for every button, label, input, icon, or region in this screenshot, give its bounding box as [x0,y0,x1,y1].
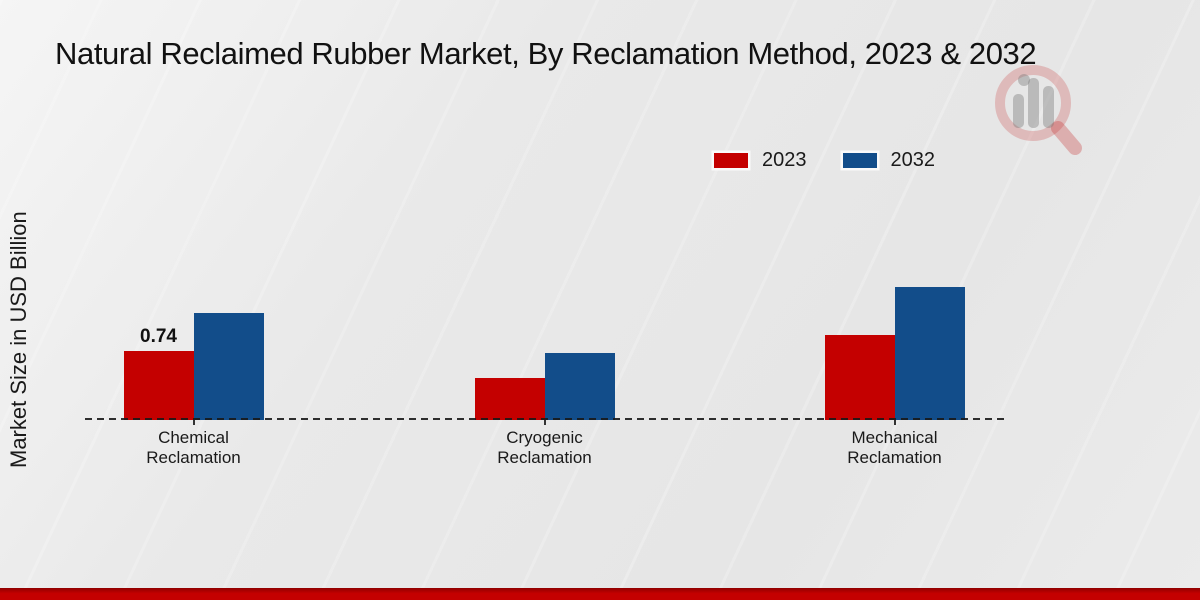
magnifier-bar-chart-logo-icon [995,65,1082,155]
bar-group-mechanical-reclamation [824,287,965,420]
bar-2023-cryogenic-reclamation [474,378,545,420]
bar-group-chemical-reclamation: 0.74 [123,313,264,420]
legend-label: 2023 [762,149,807,171]
category-label-chemical-reclamation: Chemical Reclamation [146,428,241,467]
category-label-cryogenic-reclamation: Cryogenic Reclamation [497,428,592,467]
legend-item-2023: 2023 [714,149,807,172]
bar-2023-mechanical-reclamation [824,335,895,420]
bar-2032-chemical-reclamation [193,313,264,420]
legend-swatch-2032 [842,153,877,168]
bar-group-cryogenic-reclamation [474,353,615,420]
chart-title: Natural Reclaimed Rubber Market, By Recl… [55,36,1037,71]
legend-swatch-2023 [714,153,748,168]
bottom-accent-strip [0,588,1200,600]
x-axis-tick-cryogenic-reclamation [543,420,546,425]
x-axis-tick-chemical-reclamation [192,420,195,425]
bar-2032-cryogenic-reclamation [544,353,615,420]
x-axis-tick-mechanical-reclamation [893,420,896,425]
legend: 2023 2032 [714,149,935,172]
legend-label: 2032 [890,149,936,171]
category-label-mechanical-reclamation: Mechanical Reclamation [847,428,942,467]
legend-item-2032: 2032 [842,149,936,172]
x-axis-baseline [85,418,1007,420]
bar-2032-mechanical-reclamation [894,287,965,420]
bar-2023-chemical-reclamation: 0.74 [123,326,194,420]
value-label-2023-chemical-reclamation: 0.74 [140,326,177,347]
